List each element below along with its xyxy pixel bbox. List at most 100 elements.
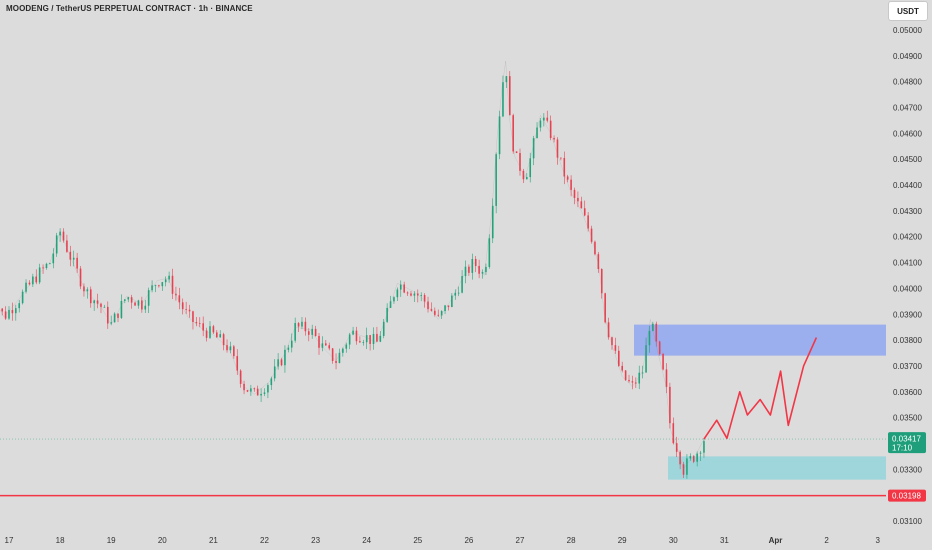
- candle: [454, 289, 457, 300]
- candle-body: [376, 333, 378, 342]
- candle: [447, 305, 450, 311]
- candle-body: [100, 303, 102, 307]
- candle-body: [686, 458, 688, 475]
- candle: [311, 324, 313, 339]
- candle: [212, 324, 215, 334]
- candle-body: [59, 231, 61, 236]
- resistance-zone[interactable]: [634, 324, 886, 356]
- currency-button[interactable]: USDT: [888, 1, 928, 21]
- candle: [147, 287, 150, 313]
- candle-body: [243, 383, 245, 391]
- candle-body: [481, 272, 484, 274]
- candle-body: [338, 352, 341, 363]
- candle-body: [124, 299, 126, 301]
- candle: [124, 299, 126, 304]
- y-tick-label: 0.04100: [893, 259, 922, 268]
- candle: [440, 310, 443, 319]
- candle-body: [478, 265, 480, 274]
- x-tick-label: 3: [875, 536, 880, 545]
- candle: [18, 299, 21, 313]
- candle-body: [570, 179, 572, 190]
- candle-body: [573, 189, 576, 198]
- candle-body: [42, 267, 44, 269]
- candle-body: [682, 464, 685, 475]
- support-zone[interactable]: [668, 456, 886, 480]
- candle-body: [331, 348, 334, 361]
- candle-body: [32, 276, 34, 285]
- candle: [161, 281, 164, 291]
- candle: [481, 269, 484, 279]
- candle-body: [267, 385, 269, 393]
- candle-body: [158, 285, 160, 287]
- candle-body: [491, 205, 494, 239]
- candle-body: [137, 300, 140, 306]
- x-tick-label: 25: [413, 536, 422, 545]
- candle: [96, 293, 99, 309]
- candle-body: [553, 137, 555, 140]
- candle-body: [198, 323, 201, 325]
- x-tick-label: 26: [464, 536, 473, 545]
- candle-body: [703, 441, 705, 453]
- candle: [502, 75, 504, 118]
- current-price-badge-bg: [888, 432, 926, 454]
- candle-body: [526, 177, 528, 180]
- candle: [614, 337, 617, 354]
- candle-body: [141, 300, 143, 310]
- x-tick-label: 17: [5, 536, 14, 545]
- candle-body: [621, 365, 623, 371]
- candle-body: [15, 308, 17, 314]
- candle: [32, 273, 34, 288]
- candle-body: [611, 337, 613, 346]
- candle-body: [617, 350, 620, 366]
- candle-body: [294, 323, 296, 341]
- candle: [76, 252, 78, 273]
- candle: [658, 340, 661, 356]
- candle: [624, 369, 627, 381]
- candle-body: [658, 341, 661, 354]
- candle: [382, 319, 385, 339]
- candle: [335, 353, 337, 370]
- candle: [420, 292, 423, 302]
- candle-body: [689, 456, 692, 459]
- candle-body: [461, 276, 463, 293]
- candle: [699, 450, 702, 461]
- candle: [410, 290, 412, 297]
- candle: [175, 286, 177, 301]
- candle-body: [96, 300, 99, 304]
- candle-body: [539, 120, 542, 128]
- candle-body: [508, 76, 511, 116]
- candle-body: [485, 266, 487, 273]
- candle: [686, 454, 688, 479]
- candle-body: [239, 370, 242, 384]
- candle-body: [318, 335, 320, 348]
- candle: [604, 292, 606, 324]
- candle-body: [536, 127, 538, 139]
- candle: [474, 255, 477, 273]
- y-tick-label: 0.03600: [893, 388, 922, 397]
- candle-body: [287, 347, 290, 350]
- candle: [89, 286, 92, 308]
- y-tick-label: 0.05000: [893, 26, 922, 35]
- candle: [8, 306, 10, 320]
- candle-body: [406, 292, 409, 294]
- candle: [301, 317, 303, 330]
- candle-body: [8, 309, 10, 319]
- candle-body: [263, 392, 266, 394]
- candle-body: [556, 139, 559, 158]
- candle: [93, 299, 95, 311]
- candle: [396, 287, 399, 302]
- candle: [399, 280, 402, 297]
- candle: [277, 353, 279, 370]
- candle-body: [212, 326, 215, 333]
- candle-body: [580, 201, 583, 209]
- candle: [141, 296, 143, 313]
- candle-body: [202, 323, 204, 331]
- candle-body: [546, 117, 549, 121]
- candle: [413, 291, 416, 302]
- candle-body: [638, 372, 641, 384]
- candle: [352, 326, 354, 336]
- candle: [362, 339, 365, 346]
- candle-body: [52, 253, 55, 264]
- projection-line[interactable]: [703, 337, 818, 440]
